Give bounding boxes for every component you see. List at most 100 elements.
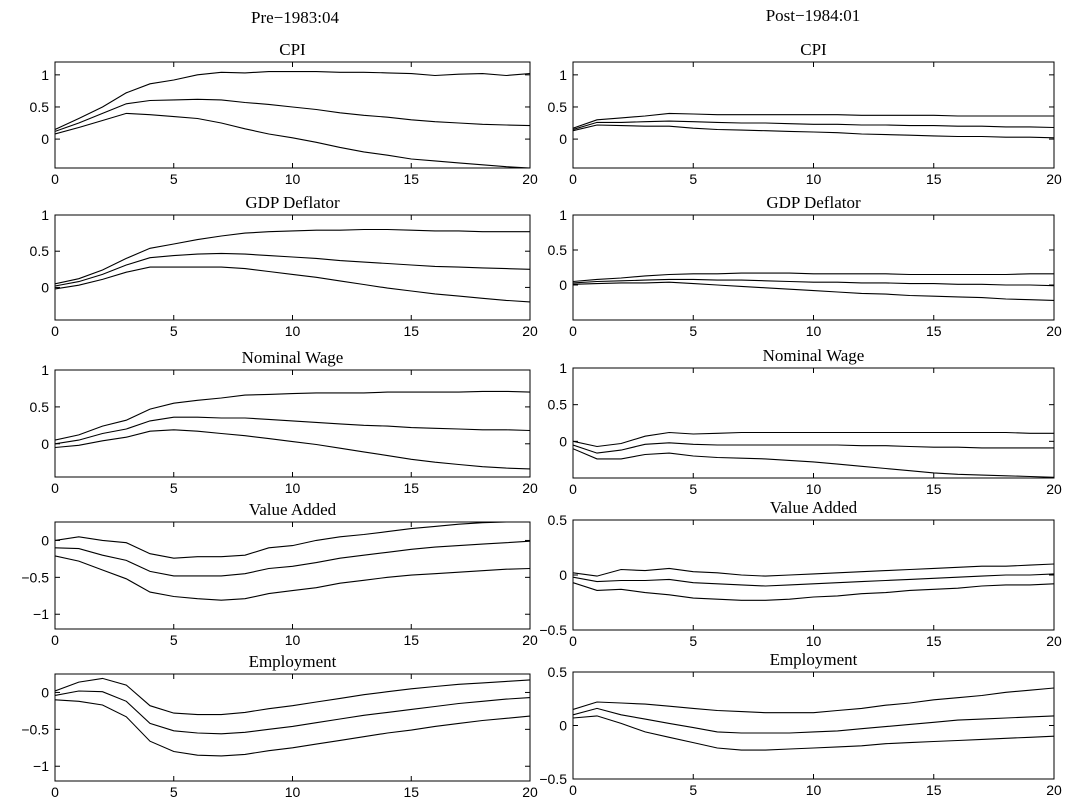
employment-pre-xtick-label: 0 <box>51 784 59 800</box>
gdp-deflator-pre-title: GDP Deflator <box>245 193 340 212</box>
gdp-deflator-post-lower-band-line <box>573 281 1054 301</box>
value-added-post-lower-band-line <box>573 582 1054 601</box>
gdp-deflator-post-xtick-label: 20 <box>1046 323 1062 339</box>
gdp-deflator-pre-xtick-label: 20 <box>522 323 538 339</box>
nominal-wage-pre-title: Nominal Wage <box>242 348 344 367</box>
gdp-deflator-post-xtick-label: 10 <box>806 323 822 339</box>
nominal-wage-post-xtick-label: 0 <box>569 481 577 497</box>
cpi-pre-xtick-label: 15 <box>403 171 419 187</box>
employment-post-point-estimate-line <box>573 707 1054 734</box>
gdp-deflator-post-xtick-label: 15 <box>926 323 942 339</box>
employment-post-xtick-label: 0 <box>569 782 577 798</box>
employment-pre-lower-band-line <box>55 699 530 757</box>
gdp-deflator-pre-ytick-label: 0 <box>41 279 49 295</box>
cpi-post-upper-band-line <box>573 112 1054 129</box>
value-added-pre-xtick-label: 15 <box>403 632 419 648</box>
nominal-wage-post-point-estimate-line <box>573 442 1054 454</box>
gdp-deflator-post-xtick-label: 5 <box>689 323 697 339</box>
employment-pre-ytick-label: −0.5 <box>21 721 49 737</box>
employment-post-xtick-label: 20 <box>1046 782 1062 798</box>
cpi-post-xtick-label: 20 <box>1046 171 1062 187</box>
value-added-pre-ytick-label: −0.5 <box>21 569 49 585</box>
cpi-pre-panel: CPI 0 5 10 15 20 0 0.5 1 <box>30 40 538 187</box>
employment-pre-axes-frame <box>54 673 531 782</box>
nominal-wage-pre-axes-frame <box>54 369 531 478</box>
gdp-deflator-pre-upper-band-line <box>55 228 530 285</box>
nominal-wage-post-ytick-label: 0.5 <box>548 397 568 413</box>
employment-post-axes-frame <box>572 671 1055 780</box>
value-added-pre-panel: Value Added 0 5 10 15 20 −1 −0.5 0 <box>21 500 538 648</box>
cpi-post-xtick-label: 15 <box>926 171 942 187</box>
employment-pre-xtick-label: 20 <box>522 784 538 800</box>
cpi-pre-point-estimate-line <box>55 98 530 132</box>
cpi-post-point-estimate-line <box>573 120 1054 131</box>
value-added-post-upper-band-line <box>573 563 1054 577</box>
nominal-wage-post-lower-band-line <box>573 448 1054 478</box>
value-added-post-ytick-label: −0.5 <box>539 622 567 638</box>
cpi-pre-lower-band-line <box>55 112 530 168</box>
value-added-post-xtick-label: 0 <box>569 633 577 649</box>
gdp-deflator-pre-xtick-label: 5 <box>170 323 178 339</box>
cpi-pre-ytick-label: 0.5 <box>30 99 50 115</box>
nominal-wage-pre-xtick-label: 5 <box>170 480 178 496</box>
employment-pre-title: Employment <box>249 652 337 671</box>
nominal-wage-post-xtick-label: 5 <box>689 481 697 497</box>
employment-post-ytick-label: −0.5 <box>539 771 567 787</box>
value-added-pre-upper-band-line <box>55 522 525 559</box>
value-added-post-xtick-label: 5 <box>689 633 697 649</box>
value-added-post-axes-frame <box>572 519 1055 631</box>
employment-post-xtick-label: 5 <box>689 782 697 798</box>
cpi-pre-xtick-label: 5 <box>170 171 178 187</box>
value-added-pre-lower-band-line <box>55 555 530 601</box>
value-added-pre-xtick-label: 0 <box>51 632 59 648</box>
cpi-pre-axes-frame <box>54 61 531 169</box>
value-added-post-ytick-label: 0 <box>559 567 567 583</box>
value-added-post-ytick-label: 0.5 <box>548 512 568 528</box>
value-added-pre-xtick-label: 5 <box>170 632 178 648</box>
nominal-wage-pre-panel: Nominal Wage 0 5 10 15 20 0 0.5 1 <box>30 348 538 496</box>
value-added-pre-title: Value Added <box>249 500 337 519</box>
gdp-deflator-pre-xtick-label: 15 <box>403 323 419 339</box>
gdp-deflator-pre-panel: GDP Deflator 0 5 10 15 20 0 0.5 1 <box>30 193 538 339</box>
employment-post-xtick-label: 10 <box>806 782 822 798</box>
nominal-wage-post-title: Nominal Wage <box>763 346 865 365</box>
cpi-pre-ytick-label: 0 <box>41 131 49 147</box>
nominal-wage-pre-xtick-label: 20 <box>522 480 538 496</box>
column-title-post-1984: Post−1984:01 <box>766 6 861 25</box>
employment-pre-ytick-label: 0 <box>41 684 49 700</box>
nominal-wage-post-upper-band-line <box>573 431 1054 448</box>
employment-pre-xtick-label: 15 <box>403 784 419 800</box>
gdp-deflator-post-ytick-label: 0.5 <box>548 242 568 258</box>
nominal-wage-pre-point-estimate-line <box>55 416 530 445</box>
nominal-wage-post-panel: Nominal Wage 0 5 10 15 20 0 0.5 1 <box>548 346 1062 497</box>
nominal-wage-post-ytick-label: 0 <box>559 433 567 449</box>
employment-pre-xtick-label: 5 <box>170 784 178 800</box>
nominal-wage-pre-ytick-label: 0 <box>41 436 49 452</box>
gdp-deflator-post-upper-band-line <box>573 272 1054 283</box>
value-added-post-point-estimate-line <box>573 573 1054 587</box>
value-added-pre-axes-frame <box>54 521 531 630</box>
cpi-post-panel: CPI 0 5 10 15 20 0 0.5 1 <box>548 40 1062 187</box>
gdp-deflator-pre-point-estimate-line <box>55 252 530 287</box>
nominal-wage-post-xtick-label: 10 <box>806 481 822 497</box>
value-added-pre-xtick-label: 10 <box>285 632 301 648</box>
employment-pre-point-estimate-line <box>55 690 530 735</box>
gdp-deflator-post-ytick-label: 1 <box>559 207 567 223</box>
employment-pre-xtick-label: 10 <box>285 784 301 800</box>
cpi-pre-xtick-label: 0 <box>51 171 59 187</box>
value-added-post-xtick-label: 10 <box>806 633 822 649</box>
nominal-wage-post-ytick-label: 1 <box>559 360 567 376</box>
employment-pre-panel: Employment 0 5 10 15 20 −1 −0.5 0 <box>21 652 538 800</box>
nominal-wage-pre-lower-band-line <box>55 429 530 470</box>
cpi-post-xtick-label: 0 <box>569 171 577 187</box>
employment-pre-upper-band-line <box>55 677 530 716</box>
cpi-post-lower-band-line <box>573 124 1054 139</box>
cpi-post-ytick-label: 1 <box>559 67 567 83</box>
nominal-wage-pre-xtick-label: 10 <box>285 480 301 496</box>
employment-post-xtick-label: 15 <box>926 782 942 798</box>
value-added-pre-ytick-label: −1 <box>33 606 49 622</box>
employment-post-ytick-label: 0 <box>559 718 567 734</box>
